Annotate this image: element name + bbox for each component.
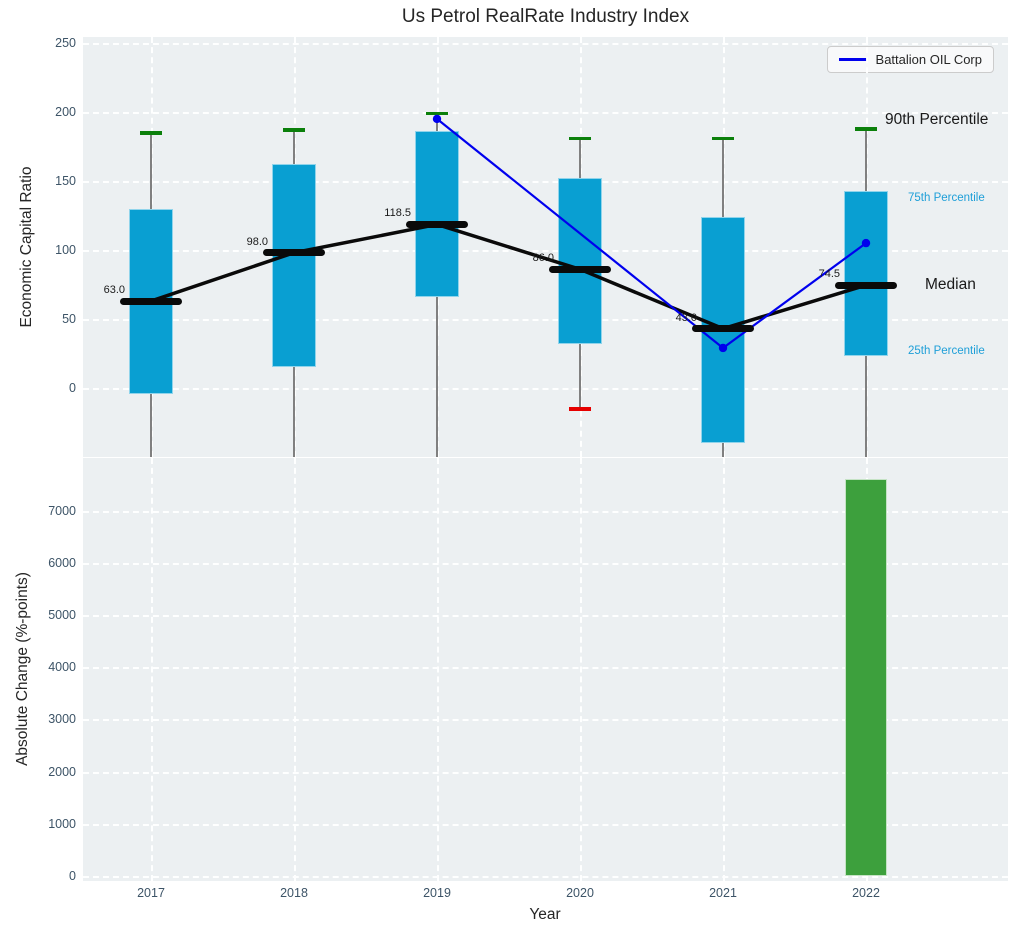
top-y-tick-label: 200 bbox=[55, 105, 76, 119]
company-series-marker bbox=[861, 238, 871, 248]
top-y-tick-label: 250 bbox=[55, 36, 76, 50]
bottom-v-gridline bbox=[580, 458, 582, 881]
iqr-box bbox=[415, 131, 459, 297]
bottom-h-gridline bbox=[83, 719, 1008, 722]
top-y-tick-label: 50 bbox=[62, 312, 76, 326]
top-y-tick-label: 0 bbox=[69, 381, 76, 395]
company-series-line bbox=[436, 118, 867, 350]
median-marker bbox=[692, 325, 754, 333]
annotation-median: Median bbox=[925, 275, 976, 293]
legend-label: Battalion OIL Corp bbox=[875, 52, 982, 67]
p90-cap bbox=[283, 128, 305, 132]
annotation-75th-percentile: 75th Percentile bbox=[908, 191, 985, 204]
bottom-y-tick-label: 2000 bbox=[48, 764, 76, 779]
top-h-gridline bbox=[83, 388, 1008, 390]
iqr-box bbox=[844, 190, 888, 357]
top-h-gridline bbox=[83, 181, 1008, 183]
top-h-gridline bbox=[83, 43, 1008, 45]
top-h-gridline bbox=[83, 319, 1008, 321]
median-value-label: 63.0 bbox=[103, 284, 125, 297]
bottom-h-gridline bbox=[83, 823, 1008, 826]
legend-line-sample bbox=[838, 58, 867, 61]
p90-cap bbox=[569, 136, 591, 141]
bottom-v-gridline bbox=[723, 458, 725, 881]
median-marker bbox=[835, 281, 897, 289]
median-marker bbox=[549, 265, 611, 273]
change-bar bbox=[845, 479, 887, 876]
x-tick-label: 2022 bbox=[852, 886, 880, 900]
p90-cap bbox=[712, 136, 734, 141]
top-h-gridline bbox=[83, 112, 1008, 114]
median-marker bbox=[406, 220, 468, 228]
company-series-marker bbox=[718, 343, 728, 353]
chart-title: Us Petrol RealRate Industry Index bbox=[401, 6, 690, 27]
bottom-y-axis-label: Absolute Change (%-points) bbox=[14, 572, 31, 766]
bottom-y-tick-label: 4000 bbox=[48, 660, 76, 675]
bottom-v-gridline bbox=[294, 458, 296, 881]
median-value-label: 118.5 bbox=[384, 207, 411, 220]
bottom-y-tick-label: 3000 bbox=[48, 712, 76, 727]
median-value-label: 43.0 bbox=[675, 311, 697, 324]
bar-plot-area bbox=[83, 458, 1008, 881]
bottom-h-gridline bbox=[83, 510, 1008, 513]
top-y-tick-label: 150 bbox=[55, 174, 76, 188]
annotation-90th-percentile: 90th Percentile bbox=[885, 111, 989, 129]
bottom-y-tick-label: 0 bbox=[69, 869, 76, 883]
p90-cap bbox=[140, 131, 162, 135]
x-tick-label: 2021 bbox=[709, 886, 737, 900]
x-tick-label: 2017 bbox=[137, 886, 165, 900]
box-plot-area: Battalion OIL Corp 63.0 98.0 118.5 86.0 43.0… bbox=[83, 37, 1008, 457]
x-tick-label: 2018 bbox=[280, 886, 308, 900]
x-tick-label: 2019 bbox=[423, 886, 451, 900]
bottom-y-tick-label: 5000 bbox=[48, 608, 76, 622]
top-h-gridline bbox=[83, 250, 1008, 252]
median-marker bbox=[120, 297, 182, 305]
p10-cap bbox=[569, 407, 591, 411]
bottom-y-tick-label: 7000 bbox=[48, 503, 76, 518]
bottom-h-gridline bbox=[83, 562, 1008, 565]
median-value-label: 98.0 bbox=[246, 235, 268, 248]
bottom-y-tick-label: 1000 bbox=[48, 816, 76, 831]
x-tick-label: 2020 bbox=[566, 886, 594, 900]
legend: Battalion OIL Corp bbox=[826, 46, 994, 73]
company-series-marker bbox=[432, 114, 442, 124]
bottom-y-tick-label: 6000 bbox=[48, 555, 76, 570]
bottom-h-gridline bbox=[83, 667, 1008, 670]
p90-cap bbox=[855, 127, 877, 131]
annotation-25th-percentile: 25th Percentile bbox=[908, 344, 985, 357]
x-axis-label: Year bbox=[529, 906, 561, 923]
median-trend-line bbox=[150, 222, 867, 331]
bottom-h-gridline bbox=[83, 876, 1008, 878]
top-y-tick-label: 100 bbox=[55, 243, 76, 257]
bottom-h-gridline bbox=[83, 771, 1008, 774]
bottom-v-gridline bbox=[437, 458, 439, 881]
p90-cap bbox=[426, 111, 448, 116]
bottom-h-gridline bbox=[83, 615, 1008, 617]
bottom-v-gridline bbox=[151, 458, 153, 881]
median-value-label: 86.0 bbox=[532, 252, 554, 265]
top-chart-lines bbox=[150, 114, 871, 353]
median-marker bbox=[263, 249, 325, 257]
median-value-label: 74.5 bbox=[818, 268, 840, 281]
iqr-box bbox=[272, 164, 316, 368]
